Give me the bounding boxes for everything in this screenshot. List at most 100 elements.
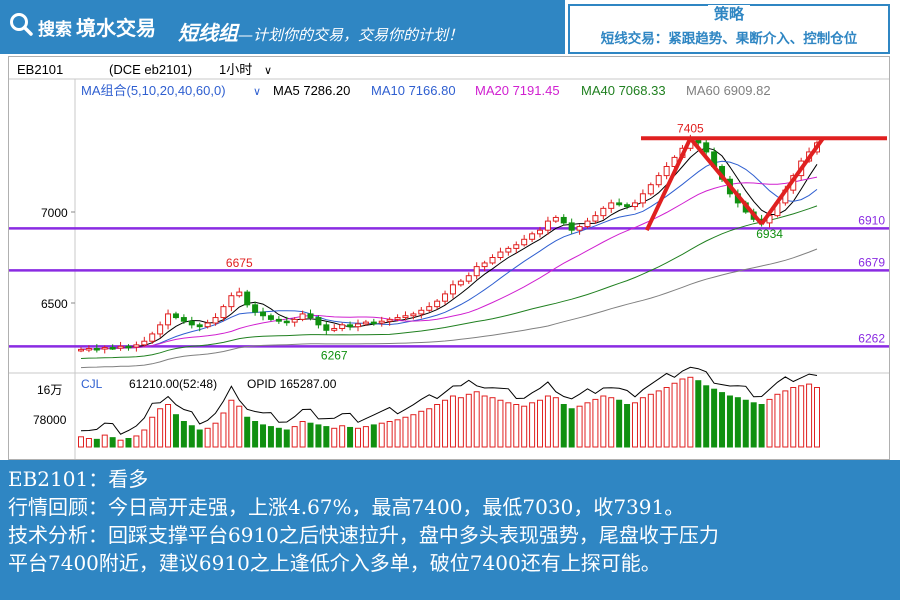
period-label[interactable]: 1小时 bbox=[219, 62, 252, 77]
candle-body bbox=[347, 324, 354, 328]
kline-chart[interactable]: EB2101 (DCE eb2101) 1小时 ∨ MA组合(5,10,20,4… bbox=[8, 56, 890, 460]
volume-bar bbox=[695, 380, 702, 448]
volume-bar bbox=[679, 378, 686, 448]
candle-body bbox=[267, 315, 274, 320]
volume-bar bbox=[267, 426, 274, 448]
candle-body bbox=[362, 321, 369, 325]
candle-body bbox=[339, 324, 346, 329]
open-interest-line bbox=[80, 366, 818, 435]
candle-body bbox=[489, 257, 496, 264]
candle-body bbox=[449, 284, 456, 295]
volume-bar bbox=[283, 429, 290, 448]
candle-body bbox=[323, 324, 330, 331]
volume-bar bbox=[734, 397, 741, 448]
volume-bar bbox=[252, 421, 259, 448]
volume-bar bbox=[790, 387, 797, 448]
volume-bar bbox=[402, 416, 409, 448]
chevron-down-icon[interactable]: ∨ bbox=[253, 86, 261, 98]
volume-bar bbox=[687, 376, 694, 448]
volume-bar bbox=[196, 429, 203, 448]
volume-label: CJL bbox=[81, 377, 103, 391]
volume-bar bbox=[719, 392, 726, 448]
volume-bar bbox=[362, 426, 369, 448]
volume-bar bbox=[703, 385, 710, 448]
candle-body bbox=[568, 222, 575, 231]
volume-bar bbox=[133, 435, 140, 448]
volume-bar bbox=[354, 427, 361, 448]
candle-body bbox=[473, 266, 480, 277]
volume-bar bbox=[291, 426, 298, 448]
ma40-value: MA40 7068.33 bbox=[581, 83, 666, 98]
ma-group-label[interactable]: MA组合(5,10,20,40,60,0) bbox=[81, 83, 226, 98]
candle-body bbox=[275, 318, 282, 322]
ma10-value: MA10 7166.80 bbox=[371, 83, 456, 98]
candle-body bbox=[537, 229, 544, 235]
volume-bar bbox=[434, 404, 441, 448]
volume-bar bbox=[307, 422, 314, 448]
volume-bar bbox=[465, 393, 472, 448]
volume-bar bbox=[101, 434, 108, 448]
tagline-main: 短线组 bbox=[178, 21, 238, 45]
candle-body bbox=[418, 309, 425, 315]
candle-body bbox=[616, 202, 623, 206]
candle-body bbox=[109, 347, 116, 350]
candle-body bbox=[402, 315, 409, 319]
volume-bar bbox=[758, 404, 765, 448]
volume-bar bbox=[180, 421, 187, 448]
volume-bar bbox=[529, 402, 536, 448]
ma20-value: MA20 7191.45 bbox=[475, 83, 560, 98]
volume-tick-16w: 16万 bbox=[37, 383, 62, 397]
strategy-title: 策略 bbox=[707, 5, 750, 23]
candle-body bbox=[521, 238, 528, 246]
brand-banner: 搜索 境水交易 短线组—计划你的交易，交易你的计划！ bbox=[0, 0, 565, 54]
volume-bar bbox=[315, 424, 322, 448]
candle-body bbox=[434, 300, 441, 308]
ma10-line bbox=[80, 160, 818, 350]
volume-bar bbox=[117, 439, 124, 448]
analysis-title: EB2101：看多 bbox=[8, 467, 149, 491]
label-low-6267: 6267 bbox=[321, 348, 348, 362]
candle-body bbox=[584, 220, 591, 228]
volume-bar bbox=[212, 422, 219, 448]
volume-bar bbox=[93, 438, 100, 448]
candle-body bbox=[180, 317, 187, 322]
candle-body bbox=[157, 324, 164, 335]
search-icon bbox=[10, 13, 33, 36]
volume-bar bbox=[244, 416, 251, 448]
volume-bar bbox=[157, 408, 164, 448]
volume-bar bbox=[663, 387, 670, 448]
volume-bar bbox=[489, 397, 496, 448]
chevron-down-icon[interactable]: ∨ bbox=[264, 65, 272, 77]
volume-bar bbox=[750, 402, 757, 448]
volume-bar bbox=[711, 388, 718, 448]
candle-body bbox=[291, 318, 298, 323]
volume-bar bbox=[497, 399, 504, 448]
candle-body bbox=[560, 216, 567, 224]
candle-body bbox=[117, 345, 124, 349]
volume-bar bbox=[236, 405, 243, 448]
candle-body bbox=[529, 233, 536, 240]
candle-body bbox=[165, 313, 172, 326]
chart-canvas[interactable]: EB2101 (DCE eb2101) 1小时 ∨ MA组合(5,10,20,4… bbox=[9, 57, 889, 459]
volume-bar bbox=[347, 426, 354, 448]
symbol-label: EB2101 bbox=[17, 62, 63, 77]
candle-body bbox=[552, 216, 559, 222]
strategy-body: 短线交易：紧跟趋势、果断介入、控制仓位 bbox=[600, 31, 858, 47]
candle-body bbox=[331, 327, 338, 331]
candle-body bbox=[513, 244, 520, 249]
candle-body bbox=[394, 317, 401, 320]
volume-bar bbox=[165, 404, 172, 448]
candle-body bbox=[244, 291, 251, 306]
candle-body bbox=[663, 166, 670, 177]
label-high-6675: 6675 bbox=[226, 256, 253, 270]
candle-body bbox=[608, 202, 615, 209]
volume-bar bbox=[299, 421, 306, 448]
label-low-6934: 6934 bbox=[756, 227, 783, 241]
volume-bar bbox=[260, 424, 267, 448]
volume-bar bbox=[671, 382, 678, 448]
volume-bar bbox=[766, 398, 773, 448]
candle-body bbox=[481, 262, 488, 268]
candle-body bbox=[85, 348, 92, 351]
level-label-6262: 6262 bbox=[858, 331, 885, 345]
candle-body bbox=[624, 204, 631, 208]
